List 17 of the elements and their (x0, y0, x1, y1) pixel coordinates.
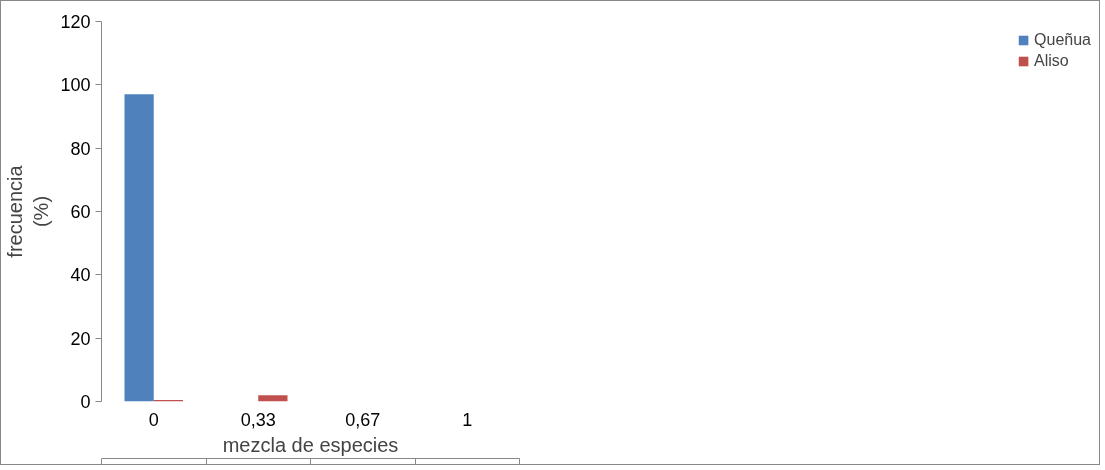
x-axis-title: mezcla de especies (222, 433, 399, 456)
y-tick-label: 40 (70, 265, 91, 286)
x-tick-label: 1 (462, 409, 473, 430)
y-tick-label: 0 (80, 392, 91, 412)
y-tick-label: 120 (60, 12, 91, 32)
y-axis-title: frecuencia (%) (4, 164, 53, 258)
x-tick-label: 0,33 (240, 409, 276, 430)
x-tick-label: 0,67 (345, 409, 381, 430)
y-tick-label: 20 (70, 328, 91, 349)
y-tick-label: 100 (60, 75, 91, 96)
legend-label: Aliso (1034, 52, 1069, 70)
bar (258, 395, 288, 402)
y-tick-label: 80 (70, 138, 91, 159)
x-tick-label: 0 (148, 409, 159, 430)
bar (124, 94, 154, 402)
y-tick-label: 60 (70, 202, 91, 222)
legend-label: Queñua (1034, 31, 1091, 49)
